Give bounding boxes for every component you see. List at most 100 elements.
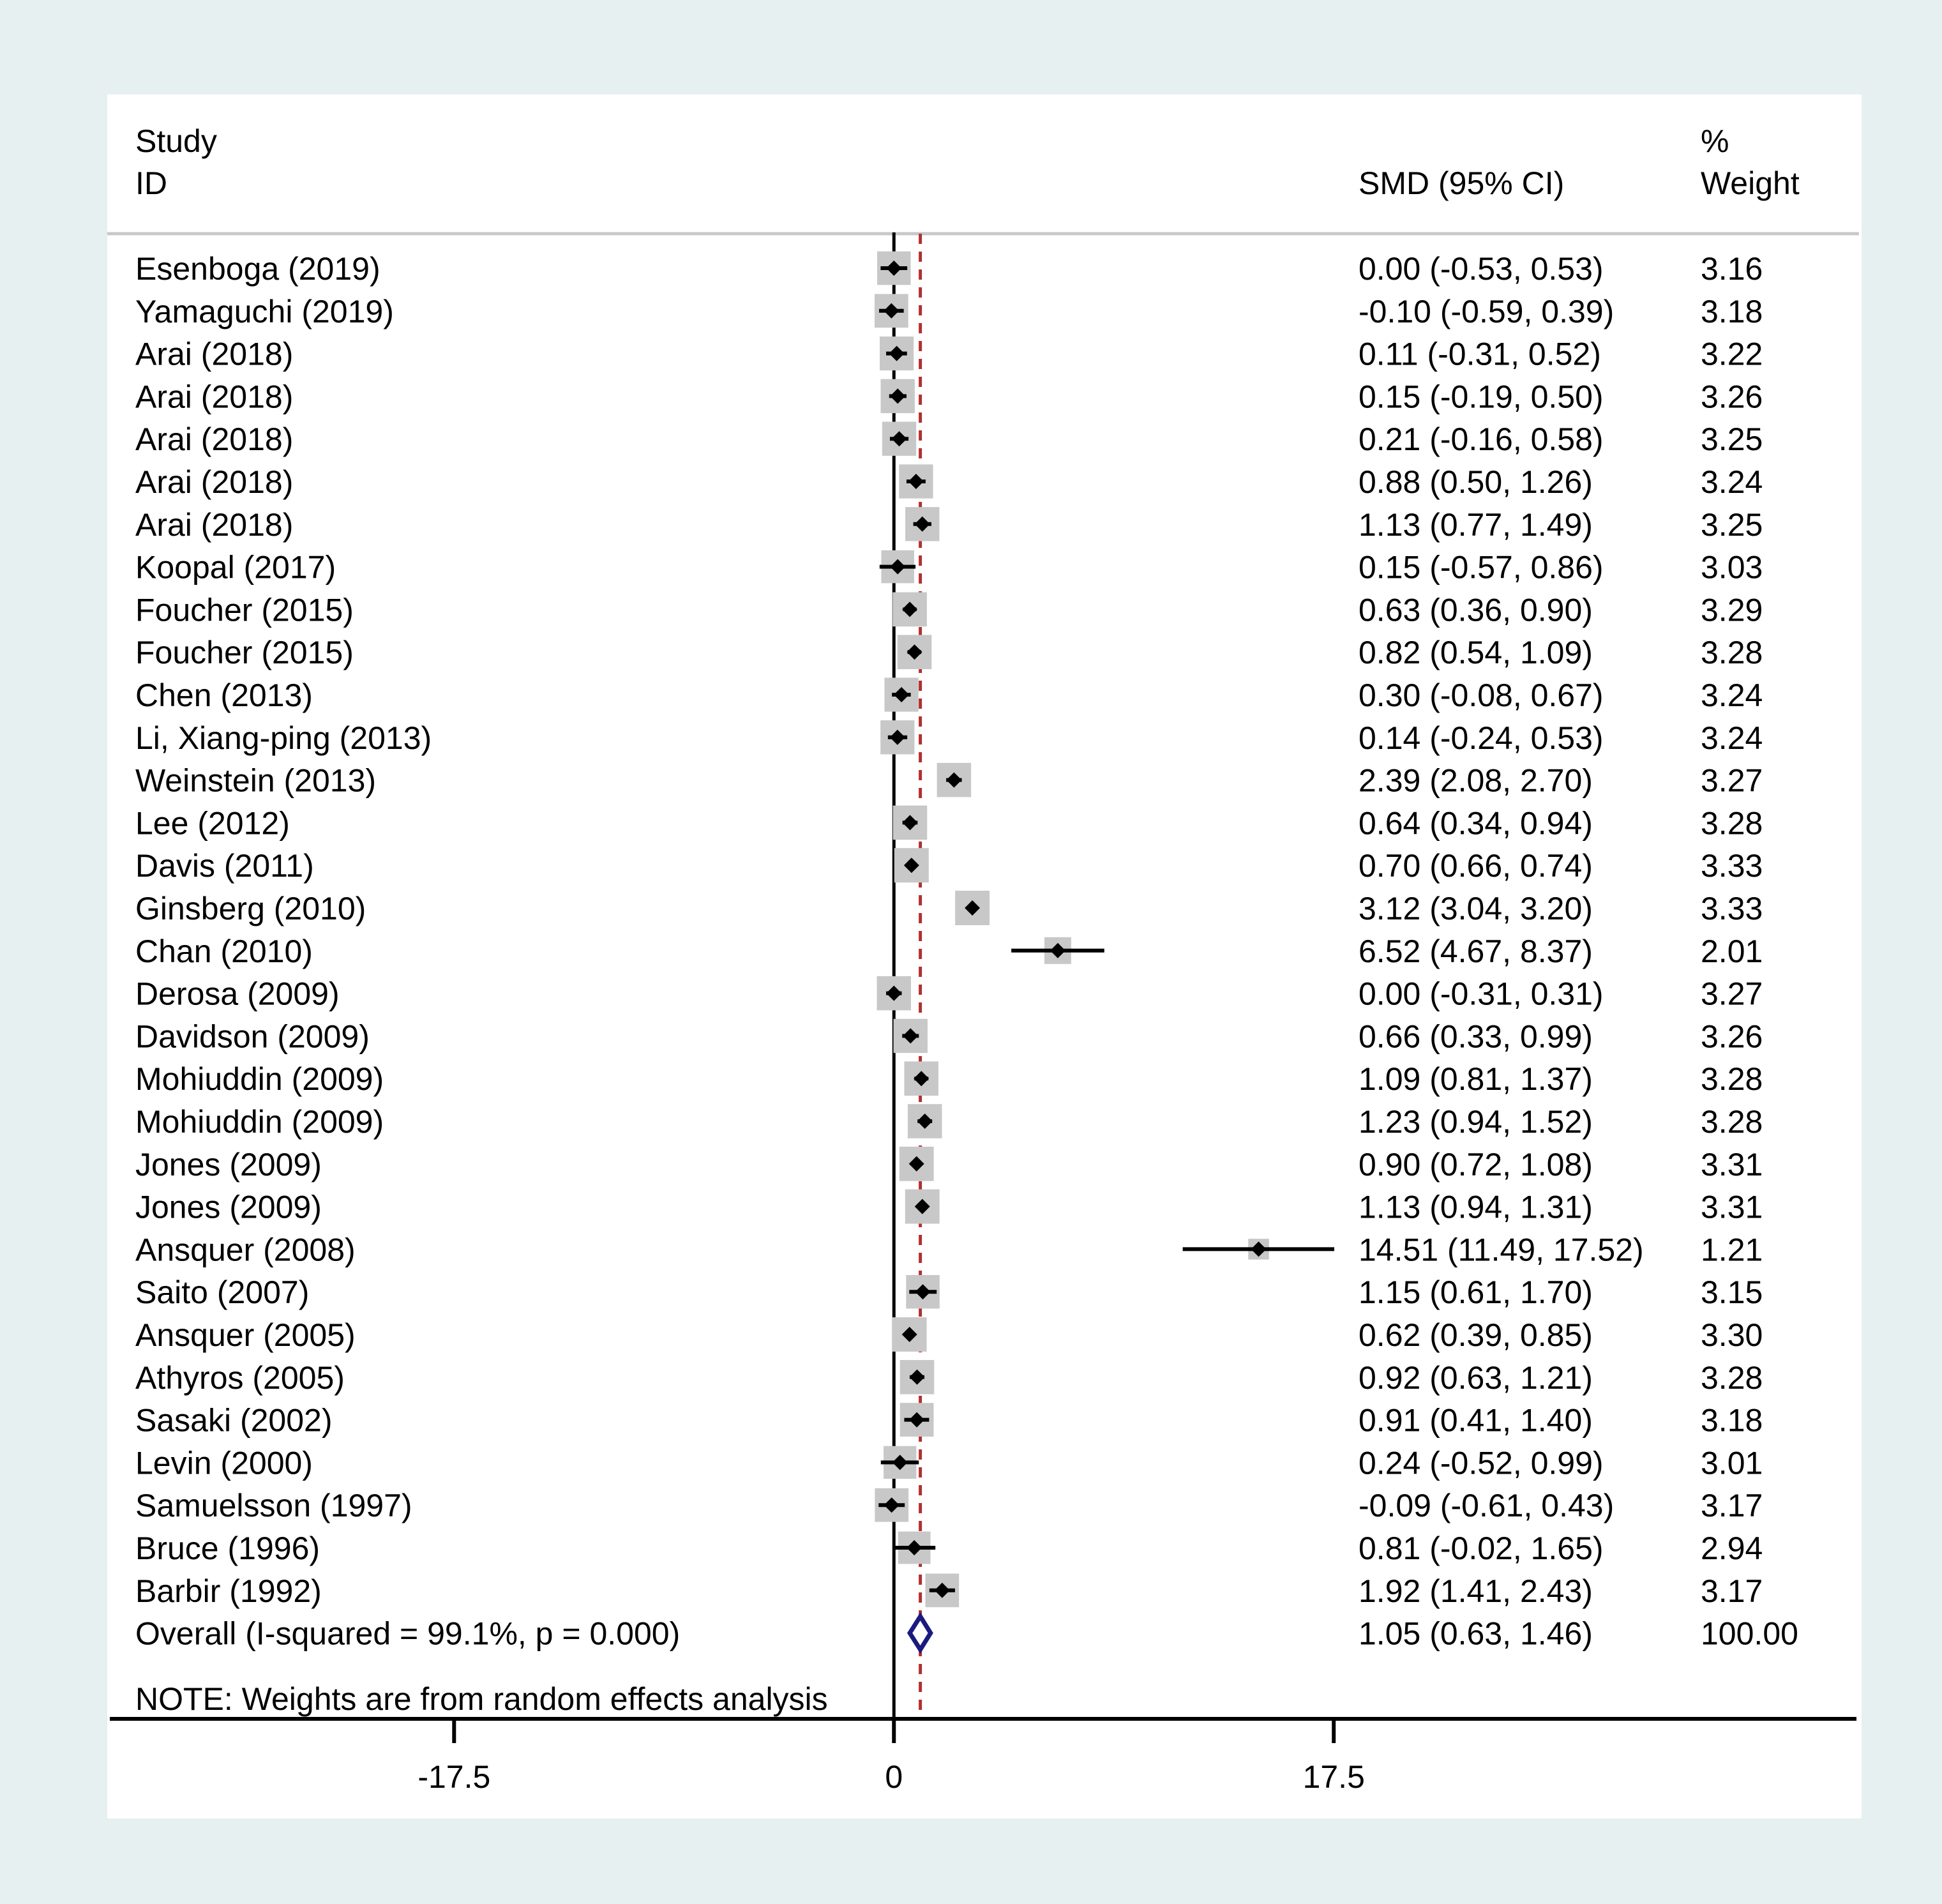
study-label: Arai (2018) — [135, 379, 293, 414]
study-ci-text: 0.00 (-0.31, 0.31) — [1359, 976, 1604, 1012]
point-estimate — [917, 1114, 933, 1129]
study-weight-text: 3.15 — [1701, 1274, 1763, 1310]
study-weight-text: 3.17 — [1701, 1573, 1763, 1609]
study-weight-text: 3.28 — [1701, 1061, 1763, 1097]
study-weight-text: 3.01 — [1701, 1445, 1763, 1481]
study-ci-text: 0.92 (0.63, 1.21) — [1359, 1360, 1593, 1396]
study-label: Ginsberg (2010) — [135, 891, 366, 926]
study-label: Foucher (2015) — [135, 635, 354, 670]
header-weight: Weight — [1701, 165, 1800, 201]
point-estimate — [894, 687, 910, 702]
study-ci-text: 0.11 (-0.31, 0.52) — [1359, 336, 1601, 372]
study-weight-text: 3.16 — [1701, 251, 1763, 287]
point-estimate — [914, 1071, 930, 1087]
x-tick-label: -17.5 — [418, 1759, 490, 1795]
study-weight-text: 3.33 — [1701, 848, 1763, 884]
point-estimate — [892, 1454, 908, 1470]
study-weight-text: 3.30 — [1701, 1317, 1763, 1353]
header-id: ID — [135, 165, 167, 201]
study-ci-text: 1.13 (0.77, 1.49) — [1359, 507, 1593, 543]
overall-weight-text: 100.00 — [1701, 1616, 1798, 1652]
study-weight-text: 1.21 — [1701, 1232, 1763, 1267]
study-label: Jones (2009) — [135, 1147, 322, 1182]
study-label: Foucher (2015) — [135, 592, 354, 628]
study-label: Arai (2018) — [135, 464, 293, 500]
study-ci-text: 1.92 (1.41, 2.43) — [1359, 1573, 1593, 1609]
study-ci-text: 6.52 (4.67, 8.37) — [1359, 933, 1593, 969]
plot-background — [107, 94, 1862, 1818]
point-estimate — [903, 858, 919, 873]
study-weight-text: 2.94 — [1701, 1530, 1763, 1566]
study-ci-text: 1.15 (0.61, 1.70) — [1359, 1274, 1593, 1310]
study-label: Arai (2018) — [135, 507, 293, 543]
study-weight-text: 3.28 — [1701, 635, 1763, 670]
study-ci-text: 0.81 (-0.02, 1.65) — [1359, 1530, 1604, 1566]
study-label: Arai (2018) — [135, 421, 293, 457]
study-ci-text: 0.90 (0.72, 1.08) — [1359, 1147, 1593, 1182]
study-label: Samuelsson (1997) — [135, 1488, 412, 1523]
point-estimate — [891, 431, 907, 447]
study-label: Saito (2007) — [135, 1274, 309, 1310]
study-label: Davidson (2009) — [135, 1018, 370, 1054]
study-weight-text: 3.28 — [1701, 1104, 1763, 1140]
point-estimate — [901, 1327, 917, 1342]
study-ci-text: 0.63 (0.36, 0.90) — [1359, 592, 1593, 628]
point-estimate — [903, 1028, 919, 1044]
point-estimate — [908, 474, 924, 489]
study-weight-text: 3.17 — [1701, 1488, 1763, 1523]
study-ci-text: 0.15 (-0.19, 0.50) — [1359, 379, 1604, 414]
plot-marks — [874, 232, 1335, 1719]
study-ci-text: 0.15 (-0.57, 0.86) — [1359, 550, 1604, 586]
study-label: Bruce (1996) — [135, 1530, 320, 1566]
study-label: Jones (2009) — [135, 1190, 322, 1225]
study-ci-text: 2.39 (2.08, 2.70) — [1359, 763, 1593, 799]
study-label: Ansquer (2008) — [135, 1232, 356, 1267]
study-label: Ansquer (2005) — [135, 1317, 356, 1353]
point-estimate — [889, 729, 905, 745]
point-estimate — [902, 815, 918, 831]
point-estimate — [889, 345, 905, 361]
study-ci-text: 0.64 (0.34, 0.94) — [1359, 805, 1593, 841]
study-label: Lee (2012) — [135, 805, 290, 841]
point-estimate — [908, 1156, 924, 1172]
point-estimate — [914, 1198, 930, 1214]
study-ci-text: 0.70 (0.66, 0.74) — [1359, 848, 1593, 884]
point-estimate — [890, 388, 906, 404]
study-label: Mohiuddin (2009) — [135, 1061, 384, 1097]
study-ci-text: 0.21 (-0.16, 0.58) — [1359, 421, 1604, 457]
study-weight-text: 3.31 — [1701, 1147, 1763, 1182]
note-text: NOTE: Weights are from random effects an… — [135, 1681, 828, 1717]
study-label: Derosa (2009) — [135, 976, 340, 1012]
point-estimate — [909, 1369, 925, 1385]
point-estimate — [1050, 942, 1065, 958]
study-weight-text: 3.03 — [1701, 550, 1763, 586]
study-ci-text: -0.10 (-0.59, 0.39) — [1359, 294, 1614, 329]
point-estimate — [946, 772, 962, 788]
study-ci-text: 0.62 (0.39, 0.85) — [1359, 1317, 1593, 1353]
point-estimate — [902, 601, 918, 617]
study-weight-text: 3.18 — [1701, 1403, 1763, 1439]
point-estimate — [907, 1540, 922, 1555]
study-ci-text: 1.09 (0.81, 1.37) — [1359, 1061, 1593, 1097]
overall-label: Overall (I-squared = 99.1%, p = 0.000) — [135, 1616, 680, 1652]
point-estimate — [934, 1582, 950, 1598]
point-estimate — [965, 900, 981, 916]
study-ci-text: 1.23 (0.94, 1.52) — [1359, 1104, 1593, 1140]
study-ci-text: 0.91 (0.41, 1.40) — [1359, 1403, 1593, 1439]
x-tick-label: 0 — [885, 1759, 903, 1795]
study-weight-text: 3.27 — [1701, 763, 1763, 799]
header-percent: % — [1701, 123, 1729, 159]
study-label: Levin (2000) — [135, 1445, 313, 1481]
point-estimate — [915, 1284, 931, 1300]
study-weight-text: 3.24 — [1701, 720, 1763, 756]
x-axis: -17.5 0 17.5 — [418, 1719, 1365, 1795]
study-weight-text: 3.26 — [1701, 379, 1763, 414]
study-label: Weinstein (2013) — [135, 763, 376, 799]
study-weight-text: 3.29 — [1701, 592, 1763, 628]
study-weight-text: 3.22 — [1701, 336, 1763, 372]
study-label: Barbir (1992) — [135, 1573, 322, 1609]
x-tick-label: 17.5 — [1303, 1759, 1365, 1795]
study-label: Davis (2011) — [135, 848, 314, 884]
study-ci-text: 0.00 (-0.53, 0.53) — [1359, 251, 1604, 287]
